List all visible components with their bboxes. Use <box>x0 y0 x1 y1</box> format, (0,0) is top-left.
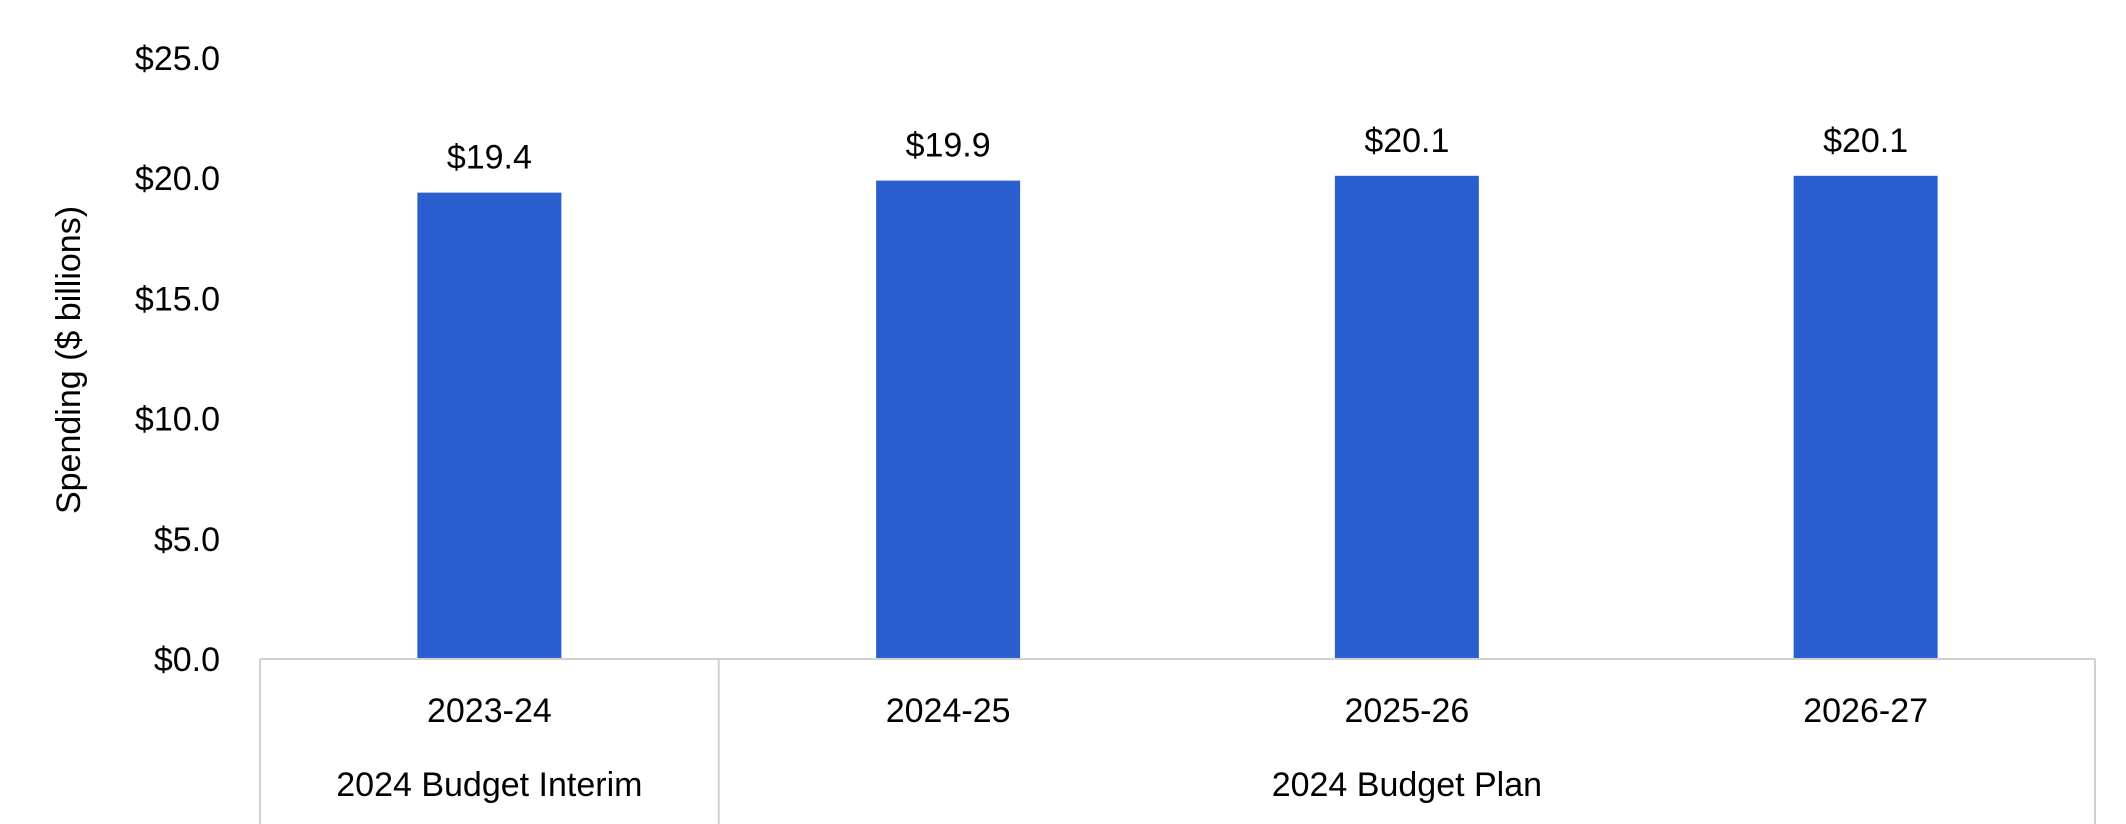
y-tick-label: $10.0 <box>135 401 220 439</box>
y-tick-label: $15.0 <box>135 280 220 318</box>
bar <box>1334 175 1479 659</box>
data-label: $19.9 <box>906 127 991 165</box>
x-category-label: 2023-24 <box>427 692 552 730</box>
data-label: $20.1 <box>1823 122 1908 160</box>
bar <box>876 180 1021 659</box>
bars <box>417 175 1938 659</box>
x-axis: 2023-24 2024-25 2025-26 2026-27 2024 Budget … <box>259 658 2096 824</box>
data-label: $19.4 <box>447 139 532 177</box>
y-tick-label: $25.0 <box>135 40 220 78</box>
x-group-label: 2024 Budget Interim <box>336 766 642 804</box>
bar <box>417 192 562 659</box>
y-tick-label: $20.0 <box>135 160 220 198</box>
y-tick-label: $5.0 <box>154 521 220 559</box>
bar <box>1793 175 1938 659</box>
data-labels: $19.4 $19.9 $20.1 $20.1 <box>447 122 1908 177</box>
y-tick-label: $0.0 <box>154 641 220 679</box>
y-axis-title: Spending ($ billions) <box>50 206 88 514</box>
y-axis-ticks: $0.0 $5.0 $10.0 $15.0 $20.0 $25.0 <box>135 40 220 679</box>
x-group-label: 2024 Budget Plan <box>1272 766 1542 804</box>
data-label: $20.1 <box>1364 122 1449 160</box>
x-category-label: 2025-26 <box>1344 692 1469 730</box>
x-category-label: 2024-25 <box>886 692 1011 730</box>
x-category-label: 2026-27 <box>1803 692 1928 730</box>
